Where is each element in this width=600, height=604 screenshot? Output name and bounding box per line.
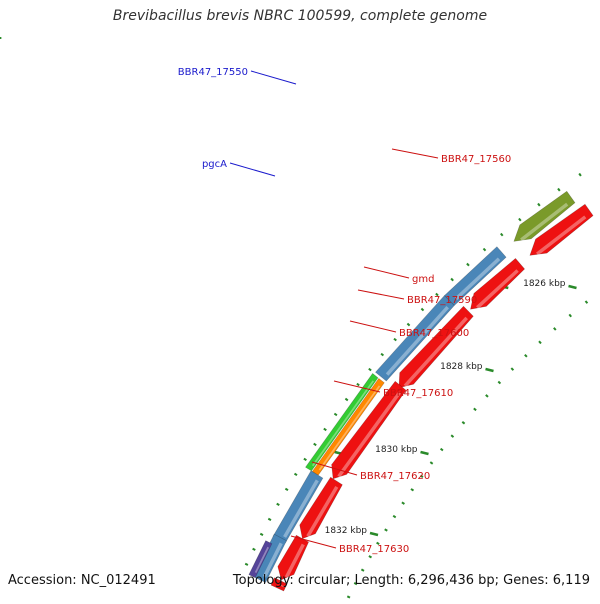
outer-track-dot xyxy=(538,204,540,206)
scale-tick-label: 1826 kbp xyxy=(523,279,566,289)
inner-track-dot xyxy=(402,502,405,504)
outer-track-dot xyxy=(324,429,327,431)
gene-label-leader xyxy=(230,163,275,176)
inner-track-dot xyxy=(525,355,527,357)
outer-track-dot xyxy=(295,474,298,476)
inner-track-dot xyxy=(347,596,350,597)
outer-track-dot xyxy=(484,249,486,251)
inner-track-dot xyxy=(474,408,476,410)
inner-track-dot xyxy=(430,462,432,464)
gene-label: BBR47_17630 xyxy=(339,544,409,555)
outer-track-dot xyxy=(467,264,469,266)
gene-label: BBR47_17560 xyxy=(441,154,511,165)
inner-track-dot xyxy=(511,368,513,370)
outer-track-dot xyxy=(519,219,521,221)
gene-label-leader xyxy=(358,290,404,299)
outer-track-dot xyxy=(579,174,581,176)
inner-track-dot xyxy=(539,341,541,343)
outer-track-dot xyxy=(357,384,359,386)
genome-title: Brevibacillus brevis NBRC 100599, comple… xyxy=(0,8,600,24)
accession-text: Accession: NC_012491 xyxy=(8,573,156,588)
outer-track-dot xyxy=(381,354,383,356)
outer-track-dot xyxy=(334,414,337,416)
gene-label: BBR47_17620 xyxy=(360,471,430,482)
gene-label-leader xyxy=(364,267,409,278)
scale-tick-label: 1832 kbp xyxy=(325,526,368,536)
scale-tick-inner xyxy=(370,533,378,535)
inner-track-dot xyxy=(451,435,453,437)
outer-track-dot xyxy=(345,399,347,401)
scale-tick-inner xyxy=(421,452,429,454)
outer-track-dot xyxy=(369,369,371,371)
inner-track-dot xyxy=(361,569,364,571)
outer-track-dot xyxy=(314,444,317,446)
scale-tick-label: 1828 kbp xyxy=(440,362,483,372)
inner-track-dot xyxy=(586,301,588,303)
gene-label-leader xyxy=(350,321,396,332)
gene-label: BBR47_17610 xyxy=(383,388,453,399)
gene-label-leader xyxy=(251,71,296,84)
genome-summary-text: Topology: circular; Length: 6,296,436 bp… xyxy=(233,573,590,588)
gene-label: gmd xyxy=(412,274,434,285)
gene-label: BBR47_17600 xyxy=(399,328,469,339)
outer-track-dot xyxy=(451,279,453,281)
inner-track-dot xyxy=(441,449,443,451)
inner-track-dot xyxy=(498,382,500,384)
gene-label: BBR47_17590 xyxy=(407,295,477,306)
scale-tick-label: 1830 kbp xyxy=(375,445,418,455)
outer-track-dot xyxy=(558,189,560,191)
outer-track-dot xyxy=(421,309,423,311)
inner-track-dot xyxy=(369,556,372,558)
scale-tick-inner xyxy=(569,286,577,288)
gene-arrow-shade xyxy=(339,392,400,476)
outer-track-dot xyxy=(268,519,271,520)
inner-track-dot xyxy=(393,516,396,518)
outer-track-dot xyxy=(253,549,256,550)
outer-track-dot xyxy=(260,534,263,535)
inner-track-dot xyxy=(462,422,464,424)
outer-track-dot xyxy=(285,489,288,491)
inner-track-dot xyxy=(569,314,571,316)
outer-track-dot xyxy=(277,504,280,506)
outer-track-dot xyxy=(501,234,503,236)
inner-track-dot xyxy=(486,395,488,397)
gene-label: BBR47_17550 xyxy=(178,67,248,78)
scale-tick-inner xyxy=(486,369,494,371)
inner-track-dot xyxy=(411,489,414,491)
outer-track-dot xyxy=(394,339,396,341)
outer-track-dot xyxy=(245,564,248,565)
outer-track-dot xyxy=(304,459,307,461)
gene-label-leader xyxy=(392,149,438,158)
inner-track-dot xyxy=(554,328,556,330)
outer-track-dot xyxy=(407,324,409,326)
gene-label: pgcA xyxy=(202,159,227,170)
inner-track-dot xyxy=(385,529,388,531)
